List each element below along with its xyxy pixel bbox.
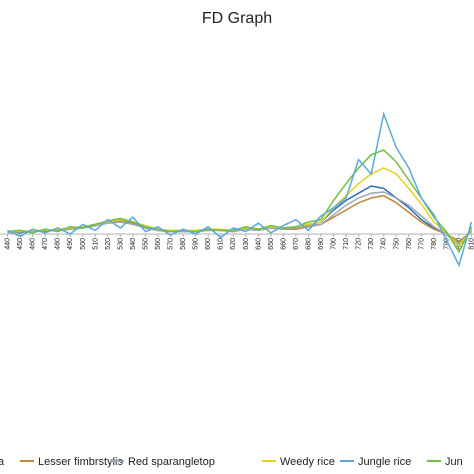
x-tick-label: 640 — [255, 238, 262, 250]
series-line — [7, 185, 473, 248]
x-tick-label: 530 — [117, 238, 124, 250]
x-tick-label: 590 — [193, 238, 200, 250]
series-line — [7, 149, 473, 254]
x-tick-label: 780 — [431, 238, 438, 250]
series-line — [7, 111, 473, 268]
x-tick-label: 610 — [218, 238, 225, 250]
x-tick-label: 630 — [243, 238, 250, 250]
chart-title: FD Graph — [202, 10, 272, 27]
x-tick-label: 490 — [67, 238, 74, 250]
x-tick-label: 680 — [305, 238, 312, 250]
x-tick-label: 470 — [42, 238, 49, 250]
x-tick-label: 450 — [17, 238, 24, 250]
x-tick-label: 740 — [381, 238, 388, 250]
x-tick-label: 700 — [331, 238, 338, 250]
x-tick-label: 550 — [142, 238, 149, 250]
legend-label: Jungle rice — [358, 456, 411, 468]
x-tick-label: 720 — [356, 238, 363, 250]
x-tick-label: 580 — [180, 238, 187, 250]
x-tick-label: 480 — [55, 238, 62, 250]
x-tick-label: 600 — [205, 238, 212, 250]
x-tick-label: 460 — [30, 238, 37, 250]
x-tick-label: 650 — [268, 238, 275, 250]
legend-label: Lesser fimbrstylis — [38, 456, 123, 468]
x-tick-label: 560 — [155, 238, 162, 250]
legend-label: Red sparangletop — [128, 456, 215, 468]
series-line — [7, 191, 473, 245]
x-tick-label: 730 — [368, 238, 375, 250]
x-tick-label: 500 — [80, 238, 87, 250]
x-tick-label: 770 — [418, 238, 425, 250]
x-tick-label: 670 — [293, 238, 300, 250]
x-tick-label: 760 — [406, 238, 413, 250]
legend-label: Jun — [445, 456, 463, 468]
x-tick-label: 660 — [280, 238, 287, 250]
x-tick-label: 790 — [443, 238, 450, 250]
legend-label: Weedy rice — [280, 456, 335, 468]
x-tick-label: 520 — [105, 238, 112, 250]
x-tick-label: 570 — [168, 238, 175, 250]
x-tick-label: 620 — [230, 238, 237, 250]
legend-label: a — [0, 456, 5, 468]
x-tick-label: 440 — [5, 238, 12, 250]
x-tick-label: 510 — [92, 238, 99, 250]
x-tick-label: 710 — [343, 238, 350, 250]
x-tick-label: 690 — [318, 238, 325, 250]
x-tick-label: 810 — [468, 238, 474, 250]
x-tick-label: 750 — [393, 238, 400, 250]
x-tick-label: 540 — [130, 238, 137, 250]
